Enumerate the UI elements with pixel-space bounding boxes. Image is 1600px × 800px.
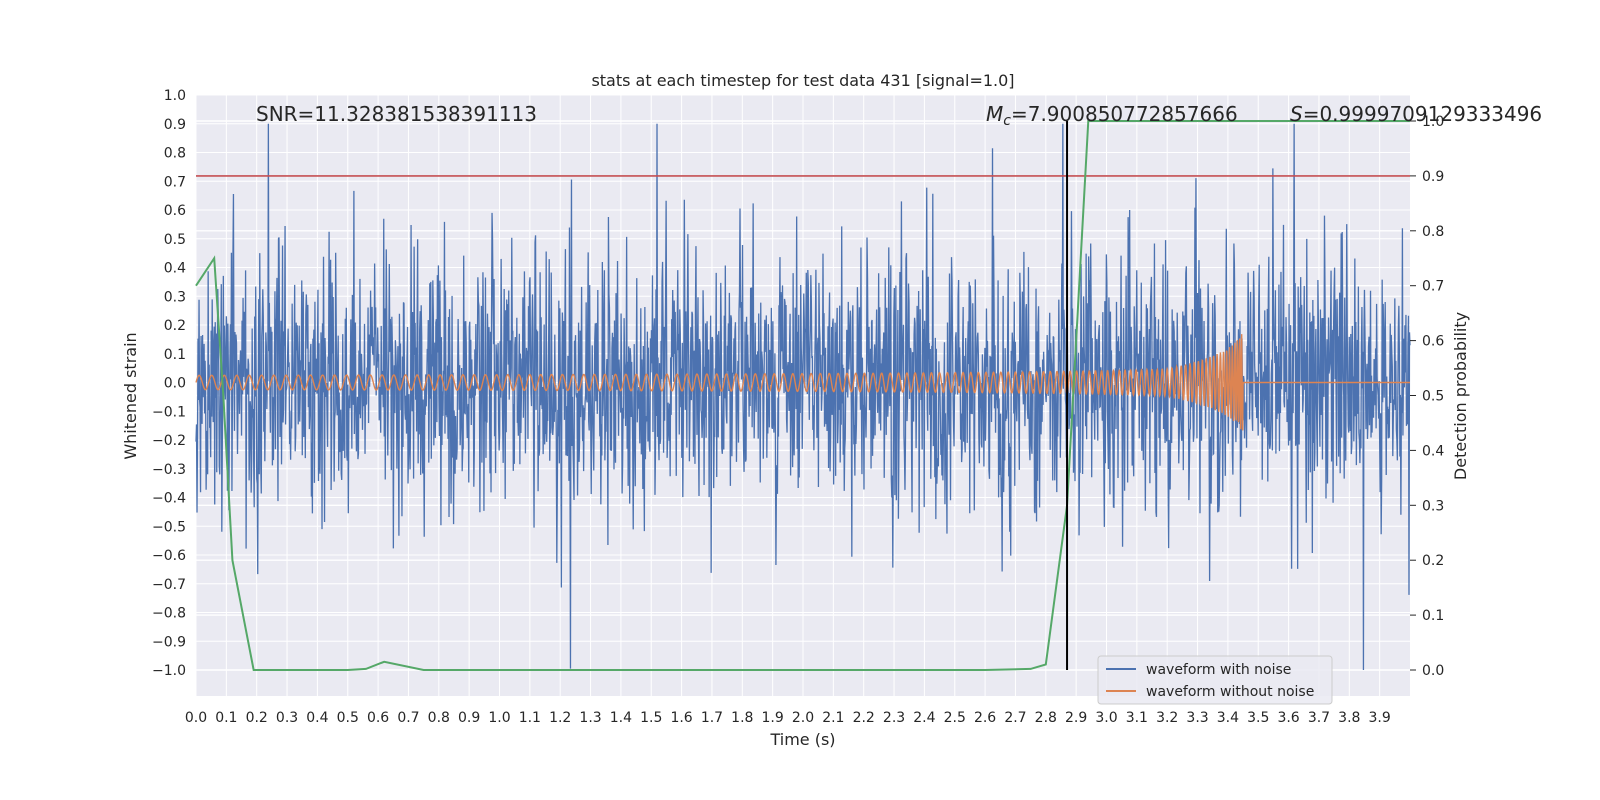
score-annotation: S=0.9999709129333496 <box>1290 102 1542 126</box>
x-tick-label: 1.2 <box>549 710 571 726</box>
y-tick-label: 1.0 <box>164 88 186 104</box>
right-tick-label: 0.6 <box>1422 334 1444 350</box>
y-tick-label: −1.0 <box>152 663 186 679</box>
x-tick-label: 1.7 <box>701 710 723 726</box>
chirp-mass-annotation: Mc=7.900850772857666 <box>986 102 1238 129</box>
x-tick-label: 2.1 <box>822 710 844 726</box>
x-tick-label: 3.4 <box>1217 710 1239 726</box>
x-tick-label: 0.1 <box>215 710 237 726</box>
legend-label-clean: waveform without noise <box>1146 684 1314 700</box>
legend-label-noise: waveform with noise <box>1146 662 1291 678</box>
y-axis-label: Whitened strain <box>121 332 140 459</box>
x-tick-label: 3.0 <box>1095 710 1117 726</box>
x-tick-label: 0.4 <box>306 710 328 726</box>
x-tick-label: 0.0 <box>185 710 207 726</box>
right-tick-label: 1.0 <box>1422 114 1444 130</box>
score-symbol: S <box>1290 102 1303 126</box>
x-tick-label: 1.3 <box>579 710 601 726</box>
y-tick-label: 0.5 <box>164 232 186 248</box>
y-tick-label: −0.8 <box>152 606 186 622</box>
y-tick-label: 0.4 <box>164 261 186 277</box>
y-tick-label: −0.3 <box>152 462 186 478</box>
x-tick-label: 0.8 <box>428 710 450 726</box>
y-tick-label: −0.7 <box>152 577 186 593</box>
y-tick-label: 0.9 <box>164 117 186 133</box>
y-tick-label: −0.2 <box>152 433 186 449</box>
y-tick-label: 0.1 <box>164 347 186 363</box>
right-tick-label: 0.3 <box>1422 498 1444 514</box>
y-tick-label: 0.2 <box>164 318 186 334</box>
x-tick-label: 0.5 <box>337 710 359 726</box>
clean-chirp-series <box>195 334 1410 431</box>
y-tick-label: −0.5 <box>152 519 186 535</box>
x-tick-label: 1.8 <box>731 710 753 726</box>
right-tick-label: 0.5 <box>1422 389 1444 405</box>
y-tick-label: −0.1 <box>152 404 186 420</box>
x-tick-label: 1.0 <box>488 710 510 726</box>
x-tick-label: 1.5 <box>640 710 662 726</box>
chirp-mass-value: =7.900850772857666 <box>1011 102 1238 126</box>
y-tick-label: −0.6 <box>152 548 186 564</box>
x-tick-label: 2.3 <box>883 710 905 726</box>
x-tick-label: 2.0 <box>792 710 814 726</box>
x-tick-label: 1.9 <box>762 710 784 726</box>
x-tick-label: 2.5 <box>944 710 966 726</box>
chart-title: stats at each timestep for test data 431… <box>591 71 1014 90</box>
x-tick-label: 3.9 <box>1369 710 1391 726</box>
right-tick-label: 0.0 <box>1422 663 1444 679</box>
y-tick-label: 0.7 <box>164 174 186 190</box>
right-tick-label: 0.2 <box>1422 553 1444 569</box>
x-tick-label: 2.8 <box>1035 710 1057 726</box>
x-tick-label: 2.9 <box>1065 710 1087 726</box>
right-tick-label: 0.8 <box>1422 224 1444 240</box>
noisy-strain-series <box>195 123 1411 671</box>
right-tick-label: 0.9 <box>1422 169 1444 185</box>
right-tick-label: 0.4 <box>1422 443 1444 459</box>
x-tick-label: 1.4 <box>610 710 632 726</box>
y-tick-label: 0.0 <box>164 376 186 392</box>
x-tick-label: 1.1 <box>519 710 541 726</box>
plot-area <box>195 120 1411 671</box>
x-tick-label: 3.8 <box>1338 710 1360 726</box>
right-tick-label: 0.1 <box>1422 608 1444 624</box>
y-tick-label: 0.3 <box>164 289 186 305</box>
x-tick-label: 0.9 <box>458 710 480 726</box>
y-tick-label: −0.9 <box>152 634 186 650</box>
right-tick-label: 0.7 <box>1422 279 1444 295</box>
chirp-mass-symbol: M <box>986 102 1003 126</box>
x-tick-label: 1.6 <box>670 710 692 726</box>
x-tick-label: 3.2 <box>1156 710 1178 726</box>
y-tick-label: 0.6 <box>164 203 186 219</box>
y-tick-label: −0.4 <box>152 491 186 507</box>
x-tick-label: 0.6 <box>367 710 389 726</box>
x-tick-label: 3.7 <box>1308 710 1330 726</box>
x-tick-label: 2.4 <box>913 710 935 726</box>
x-axis-label: Time (s) <box>769 730 835 749</box>
x-tick-label: 3.3 <box>1186 710 1208 726</box>
chirp-mass-subscript: c <box>1003 113 1011 129</box>
x-tick-label: 0.7 <box>397 710 419 726</box>
y-axis-right-label: Detection probability <box>1451 312 1470 480</box>
y-tick-label: 0.8 <box>164 146 186 162</box>
detection-probability-series <box>195 120 1410 671</box>
score-value: =0.9999709129333496 <box>1303 102 1542 126</box>
legend: waveform with noise waveform without noi… <box>1097 655 1333 705</box>
x-tick-label: 2.2 <box>853 710 875 726</box>
x-tick-label: 0.3 <box>276 710 298 726</box>
x-tick-label: 2.7 <box>1004 710 1026 726</box>
axes: 0.0 0.1 0.2 0.3 0.4 0.5 0.6 0.7 0.8 0.9 1.0 1.1 1.2 1… <box>152 88 1444 726</box>
x-tick-label: 0.2 <box>246 710 268 726</box>
snr-annotation: SNR=11.328381538391113 <box>256 102 537 126</box>
x-tick-label: 3.6 <box>1277 710 1299 726</box>
legend-box <box>1097 655 1333 705</box>
x-tick-label: 2.6 <box>974 710 996 726</box>
x-tick-label: 3.1 <box>1126 710 1148 726</box>
x-tick-label: 3.5 <box>1247 710 1269 726</box>
